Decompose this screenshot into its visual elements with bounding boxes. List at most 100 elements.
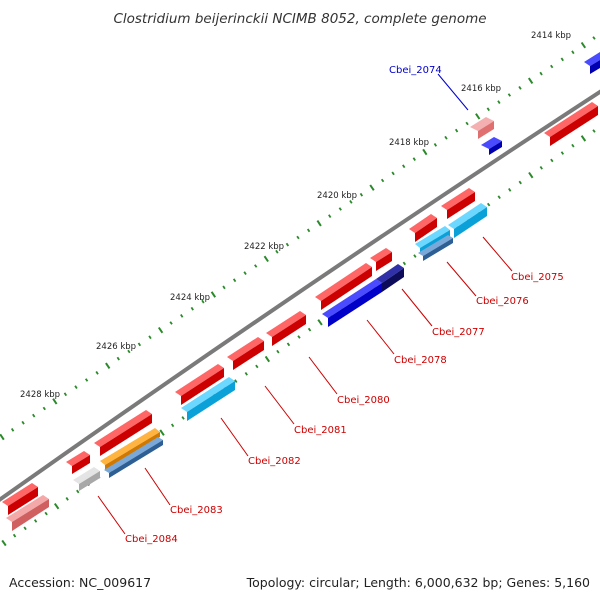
gene-block-2078-top — [315, 263, 372, 310]
gene-label-cbei-2076[interactable]: Cbei_2076 — [476, 296, 529, 307]
outer-ring-minor-tick — [497, 100, 501, 104]
kbp-label-2418: 2418 kbp — [389, 138, 429, 148]
gene-label-cbei-2074[interactable]: Cbei_2074 — [389, 65, 442, 76]
inner-ring-minor-tick — [244, 371, 248, 376]
gene-label-cbei-2084[interactable]: Cbei_2084 — [125, 534, 178, 545]
inner-ring-minor-tick — [571, 143, 575, 148]
outer-ring-minor-tick — [275, 249, 279, 254]
inner-ring-minor-tick — [234, 379, 238, 383]
gene-label-cbei-2077[interactable]: Cbei_2077 — [432, 327, 485, 338]
outer-ring-minor-tick — [10, 428, 15, 432]
outer-ring-major-tick — [157, 326, 164, 334]
gene-block-2075-top — [441, 188, 475, 219]
kbp-label-2416: 2416 kbp — [461, 84, 501, 94]
outer-ring-minor-tick — [486, 107, 490, 112]
gene-block-2083-orange — [100, 428, 160, 470]
inner-ring-minor-tick — [539, 165, 543, 170]
outer-ring-major-tick — [316, 220, 322, 227]
gene-block-2078-blue — [322, 279, 382, 327]
gene-block-2082-cyan — [181, 377, 235, 421]
leader-line-cbei-2080 — [308, 356, 338, 395]
outer-ring-minor-tick — [328, 214, 332, 218]
outer-ring-minor-tick — [63, 392, 68, 397]
accession-text: Accession: NC_009617 — [9, 575, 151, 590]
outer-ring-minor-tick — [338, 207, 342, 211]
inner-ring-minor-tick — [76, 489, 80, 494]
gene-block-2084-grey — [73, 467, 100, 491]
inner-ring-major-tick — [580, 135, 587, 142]
inner-ring-minor-tick — [518, 180, 522, 185]
outer-ring-major-tick — [369, 184, 375, 191]
outer-ring-minor-tick — [180, 314, 184, 318]
kbp-label-2426: 2426 kbp — [96, 342, 136, 352]
outer-ring-minor-tick — [84, 378, 89, 382]
outer-ring-minor-tick — [190, 306, 194, 311]
gene-block-2074-blue — [481, 137, 502, 155]
gene-label-cbei-2081[interactable]: Cbei_2081 — [294, 425, 347, 436]
inner-ring-major-tick — [1, 539, 7, 547]
leader-line-cbei-2084 — [97, 495, 126, 535]
outer-ring-minor-tick — [42, 406, 46, 411]
inner-ring-minor-tick — [592, 129, 596, 133]
outer-ring-minor-tick — [201, 299, 205, 304]
gene-block-2084-top — [2, 483, 38, 515]
gene-label-cbei-2082[interactable]: Cbei_2082 — [248, 456, 301, 467]
gene-block-2084-bottom — [6, 495, 49, 531]
outer-ring-minor-tick — [518, 86, 522, 90]
gene-block-2076-steel — [418, 235, 453, 261]
gene-label-cbei-2080[interactable]: Cbei_2080 — [337, 395, 390, 406]
outer-ring-major-tick — [422, 148, 428, 156]
outer-ring-major-tick — [475, 113, 481, 120]
outer-ring-minor-tick — [127, 349, 131, 354]
outer-ring-minor-tick — [232, 278, 237, 283]
inner-ring-minor-tick — [23, 526, 27, 531]
inner-ring-minor-tick — [560, 151, 565, 155]
inner-ring-minor-tick — [297, 335, 301, 339]
genome-backbone — [0, 89, 600, 502]
inner-ring-minor-tick — [413, 254, 417, 258]
outer-ring-minor-tick — [296, 235, 300, 240]
outer-ring-major-tick — [580, 41, 587, 49]
gene-label-cbei-2083[interactable]: Cbei_2083 — [170, 505, 223, 516]
gene-label-cbei-2075[interactable]: Cbei_2075 — [511, 272, 564, 283]
outer-ring-minor-tick — [402, 164, 406, 169]
outer-ring-minor-tick — [306, 228, 311, 233]
outer-ring-minor-tick — [539, 71, 543, 76]
gene-block-2082-top — [175, 364, 224, 405]
outer-ring-minor-tick — [148, 335, 152, 340]
inner-ring-major-tick — [264, 355, 271, 363]
outer-ring-minor-tick — [137, 342, 142, 347]
outer-ring-minor-tick — [380, 178, 385, 183]
inner-ring-major-tick — [317, 319, 323, 326]
outer-ring-minor-tick — [116, 356, 120, 361]
outer-ring-major-tick — [105, 362, 111, 369]
outer-ring-minor-tick — [412, 157, 416, 161]
leader-line-cbei-2081 — [264, 385, 295, 425]
map-title: Clostridium beijerinckii NCIMB 8052, com… — [113, 11, 486, 27]
outer-ring-major-tick — [52, 398, 58, 405]
outer-ring-minor-tick — [285, 242, 290, 247]
inner-ring-major-tick — [53, 503, 60, 510]
outer-ring-minor-tick — [21, 420, 25, 425]
leader-line-cbei-2076 — [446, 261, 477, 297]
outer-ring-minor-tick — [74, 385, 78, 389]
outer-ring-minor-tick — [95, 371, 99, 375]
outer-ring-minor-tick — [222, 285, 226, 290]
gene-block-2083-steel — [104, 437, 163, 478]
leader-line-cbei-2074 — [437, 73, 469, 111]
outer-ring-minor-tick — [254, 264, 258, 268]
outer-ring-minor-tick — [433, 143, 438, 147]
inner-ring-minor-tick — [497, 195, 501, 200]
gene-label-cbei-2078[interactable]: Cbei_2078 — [394, 355, 447, 366]
inner-ring-minor-tick — [12, 533, 17, 538]
kbp-label-2422: 2422 kbp — [244, 242, 284, 252]
genes-forward-strand — [2, 52, 600, 515]
inner-ring-minor-tick — [486, 202, 491, 207]
outer-ring-minor-tick — [349, 200, 353, 204]
gene-block-2083-top — [94, 410, 152, 456]
outer-ring-minor-tick — [507, 93, 512, 97]
inner-ring-minor-tick — [255, 364, 259, 369]
outer-ring-minor-tick — [454, 128, 459, 133]
outer-ring-minor-tick — [465, 121, 469, 126]
